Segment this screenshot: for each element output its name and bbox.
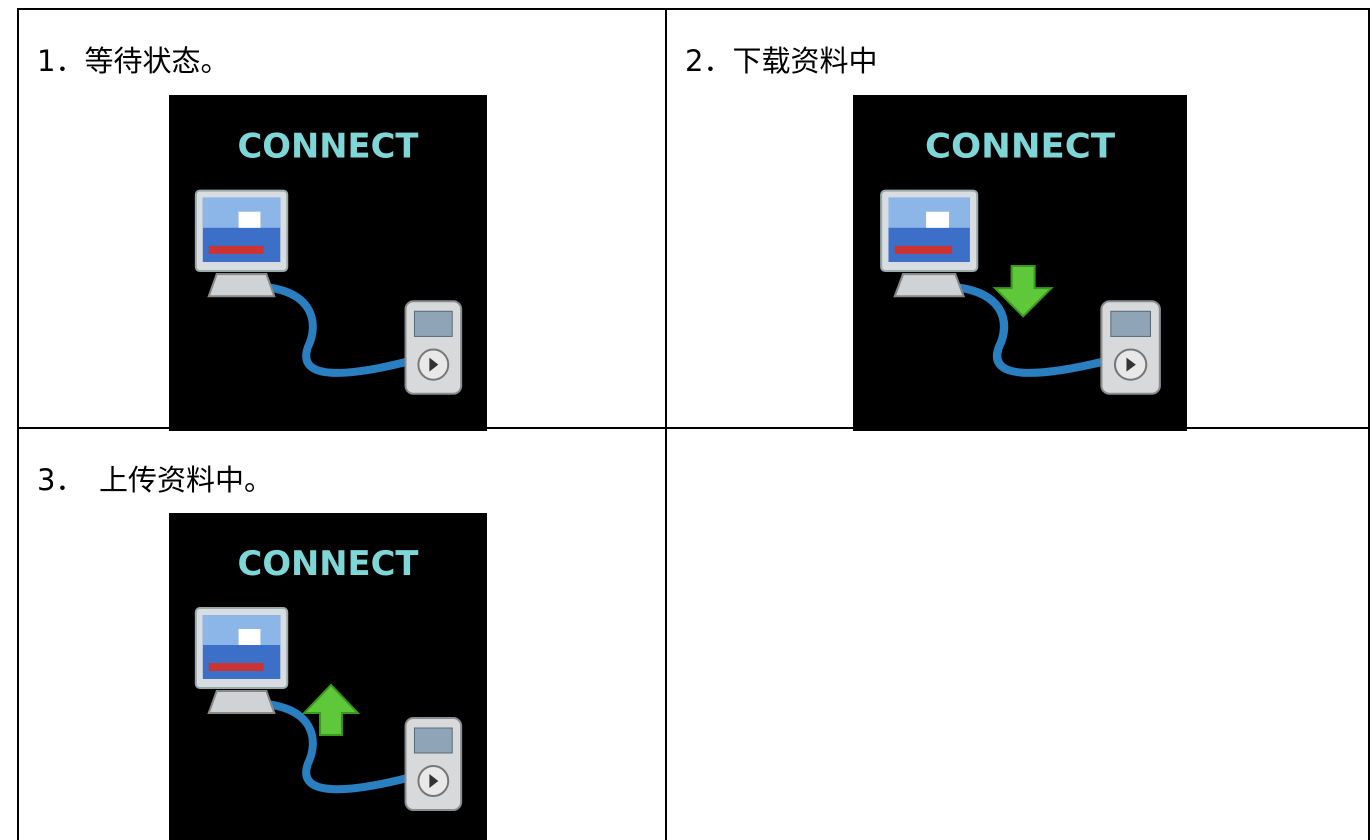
connect-screen: CONNECT — [853, 95, 1187, 431]
screen-title: CONNECT — [238, 544, 419, 583]
table-cell: 2．下载资料中 CONNECT — [665, 8, 1370, 431]
screen-graphic: CONNECT — [194, 126, 463, 395]
table-cell: 1．等待状态。 CONNECT — [17, 8, 667, 431]
screen-title: CONNECT — [238, 126, 419, 166]
connect-screen: CONNECT — [169, 95, 487, 431]
screen-graphic: CONNECT — [194, 544, 463, 811]
cell-label: 3． 上传资料中。 — [37, 463, 273, 497]
connect-screen: CONNECT — [169, 513, 487, 840]
cell-label: 2．下载资料中 — [685, 44, 878, 78]
screen-graphic: CONNECT — [880, 127, 1161, 395]
screen-title: CONNECT — [925, 127, 1115, 166]
table-cell — [665, 427, 1370, 840]
table-cell: 3． 上传资料中。 CONNECT — [17, 427, 667, 840]
cell-label: 1．等待状态。 — [37, 44, 230, 78]
